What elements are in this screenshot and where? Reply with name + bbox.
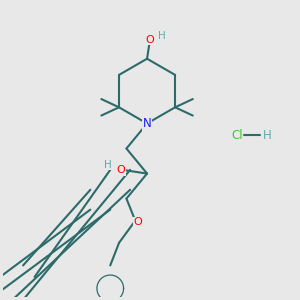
Text: H: H — [263, 129, 272, 142]
Text: O: O — [133, 217, 142, 227]
Text: N: N — [143, 117, 152, 130]
Text: O: O — [146, 34, 154, 45]
Text: O: O — [117, 165, 125, 175]
Text: H: H — [104, 160, 112, 170]
Text: H: H — [158, 31, 166, 41]
Text: Cl: Cl — [231, 129, 243, 142]
